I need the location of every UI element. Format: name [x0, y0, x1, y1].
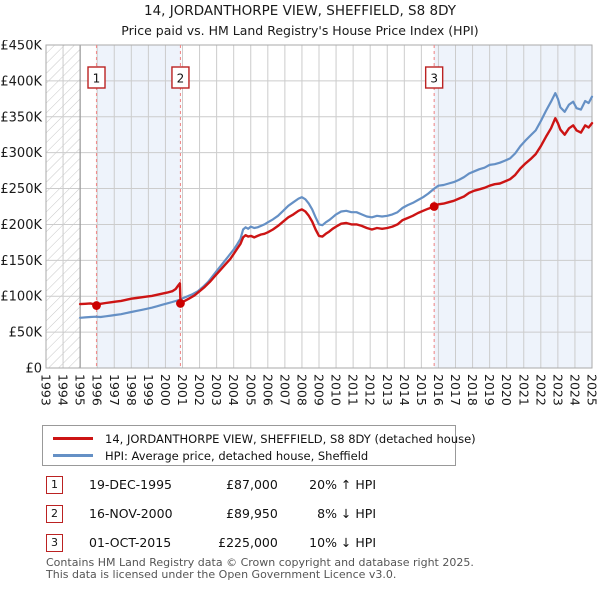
sale-marker-number: 3 — [430, 72, 438, 86]
sale-3-price: £225,000 — [218, 535, 278, 550]
legend-label-hpi: HPI: Average price, detached house, Shef… — [105, 448, 369, 463]
x-axis-tick-label: 1994 — [56, 374, 71, 406]
property-line-swatch — [53, 437, 93, 440]
y-axis-tick-label: £150K — [0, 254, 42, 269]
chart-canvas: 1 2 3 £0 £50K £100K £150K £200K £250K £300K £350K £… — [0, 39, 600, 406]
x-axis-tick-label: 2002 — [192, 374, 207, 406]
x-axis-tick-label: 2014 — [397, 374, 412, 406]
sale-2-marker: 2 — [46, 504, 63, 523]
x-axis-tick-label: 1993 — [39, 374, 54, 406]
transactions-table: 1 19-DEC-1995 £87,000 20% ↑ HPI 2 16-NOV… — [46, 470, 376, 557]
x-axis-tick-label: 2000 — [158, 374, 173, 406]
sale-marker-number: 1 — [93, 72, 101, 86]
x-axis-tick-label: 2019 — [482, 374, 497, 406]
x-axis-tick-label: 2018 — [465, 374, 480, 406]
property-price-line — [78, 116, 594, 306]
x-axis-tick-label: 2009 — [312, 374, 327, 406]
x-axis-tick-label: 2015 — [414, 374, 429, 406]
sale-1-price: £87,000 — [226, 477, 278, 492]
x-axis-tick-label: 2013 — [380, 374, 395, 406]
y-axis-tick-label: £350K — [0, 110, 42, 125]
x-axis-tick-label: 2021 — [516, 374, 531, 406]
hpi-line — [78, 91, 594, 319]
sale-2-vs-hpi: 8% ↓ HPI — [317, 506, 376, 521]
x-axis-tick-label: 2006 — [260, 374, 275, 406]
x-axis-tick-label: 2022 — [533, 374, 548, 406]
x-axis-tick-label: 2025 — [585, 374, 600, 406]
x-axis-tick-label: 2023 — [550, 374, 565, 406]
x-axis-tick-label: 2020 — [499, 374, 514, 406]
x-axis-tick-label: 2011 — [346, 374, 361, 406]
x-axis-tick-label: 1998 — [124, 374, 139, 406]
page-title: 14, JORDANTHORPE VIEW, SHEFFIELD, S8 8DY — [143, 3, 457, 19]
sale-1-vs-hpi: 20% ↑ HPI — [309, 477, 376, 492]
plot-border — [45, 44, 593, 369]
sale-3-date: 01-OCT-2015 — [89, 535, 172, 550]
sale-1-marker: 1 — [46, 475, 63, 494]
x-axis-tick-label: 2010 — [329, 374, 344, 406]
chart-legend: 14, JORDANTHORPE VIEW, SHEFFIELD, S8 8DY… — [42, 425, 476, 466]
sale-2-price: £89,950 — [226, 506, 278, 521]
sale-3-vs-hpi: 10% ↓ HPI — [309, 535, 376, 550]
footer-line-1: Contains HM Land Registry data © Crown c… — [46, 556, 474, 569]
x-axis-tick-label: 2012 — [363, 374, 378, 406]
x-axis-tick-label: 1995 — [73, 374, 88, 406]
shaded-period — [96, 45, 181, 368]
page-subtitle: Price paid vs. HM Land Registry's House … — [121, 23, 479, 38]
y-axis-tick-label: £300K — [0, 146, 42, 161]
price-chart: 1 2 3 £0 £50K £100K £150K £200K £250K £300K £350K £… — [0, 39, 600, 420]
sale-1-date: 19-DEC-1995 — [89, 477, 172, 492]
x-axis-tick-label: 2017 — [448, 374, 463, 406]
x-axis-tick-label: 2003 — [209, 374, 224, 406]
table-row: 1 19-DEC-1995 £87,000 20% ↑ HPI — [46, 470, 376, 499]
sale-marker-box — [87, 66, 106, 89]
x-axis-tick-label: 2005 — [243, 374, 258, 406]
sale-3-marker: 3 — [46, 533, 63, 552]
x-axis-tick-label: 2008 — [294, 374, 309, 406]
x-axis-tick-label: 2004 — [226, 374, 241, 406]
x-axis-tick-label: 2001 — [175, 374, 190, 406]
footer-line-2: This data is licensed under the Open Gov… — [46, 568, 397, 581]
shaded-period — [434, 45, 592, 368]
hpi-line-swatch — [53, 454, 93, 457]
x-axis-tick-label: 1997 — [107, 374, 122, 406]
sale-point-dot — [429, 202, 439, 211]
x-axis-tick-label: 1996 — [90, 374, 105, 406]
sale-point-dot — [92, 301, 101, 310]
y-axis-tick-label: £0 — [25, 362, 42, 377]
x-axis-tick-label: 1999 — [141, 374, 156, 406]
y-axis-tick-label: £450K — [0, 40, 42, 54]
sale-point-dot — [176, 299, 185, 308]
legend-item-property: 14, JORDANTHORPE VIEW, SHEFFIELD, S8 8DY… — [53, 430, 476, 447]
x-axis-tick-label: 2024 — [567, 374, 582, 406]
legend-item-hpi: HPI: Average price, detached house, Shef… — [53, 447, 455, 464]
sale-2-date: 16-NOV-2000 — [89, 506, 173, 521]
license-footer: Contains HM Land Registry data © Crown c… — [46, 557, 586, 581]
y-axis-tick-label: £400K — [0, 74, 42, 89]
sale-marker-number: 2 — [177, 72, 185, 86]
header: 14, JORDANTHORPE VIEW, SHEFFIELD, S8 8DY… — [0, 3, 600, 38]
x-axis-tick-label: 2007 — [277, 374, 292, 406]
sale-marker-box — [424, 66, 444, 89]
table-row: 2 16-NOV-2000 £89,950 8% ↓ HPI — [46, 499, 376, 528]
y-axis-tick-label: £250K — [0, 182, 42, 197]
x-axis-tick-label: 2016 — [431, 374, 446, 406]
y-axis-tick-label: £100K — [0, 290, 42, 305]
table-row: 3 01-OCT-2015 £225,000 10% ↓ HPI — [46, 528, 376, 557]
sale-marker-box — [171, 66, 190, 89]
y-axis-tick-label: £50K — [9, 326, 43, 341]
y-axis-tick-label: £200K — [0, 218, 42, 233]
legend-label-property: 14, JORDANTHORPE VIEW, SHEFFIELD, S8 8DY… — [105, 431, 476, 446]
